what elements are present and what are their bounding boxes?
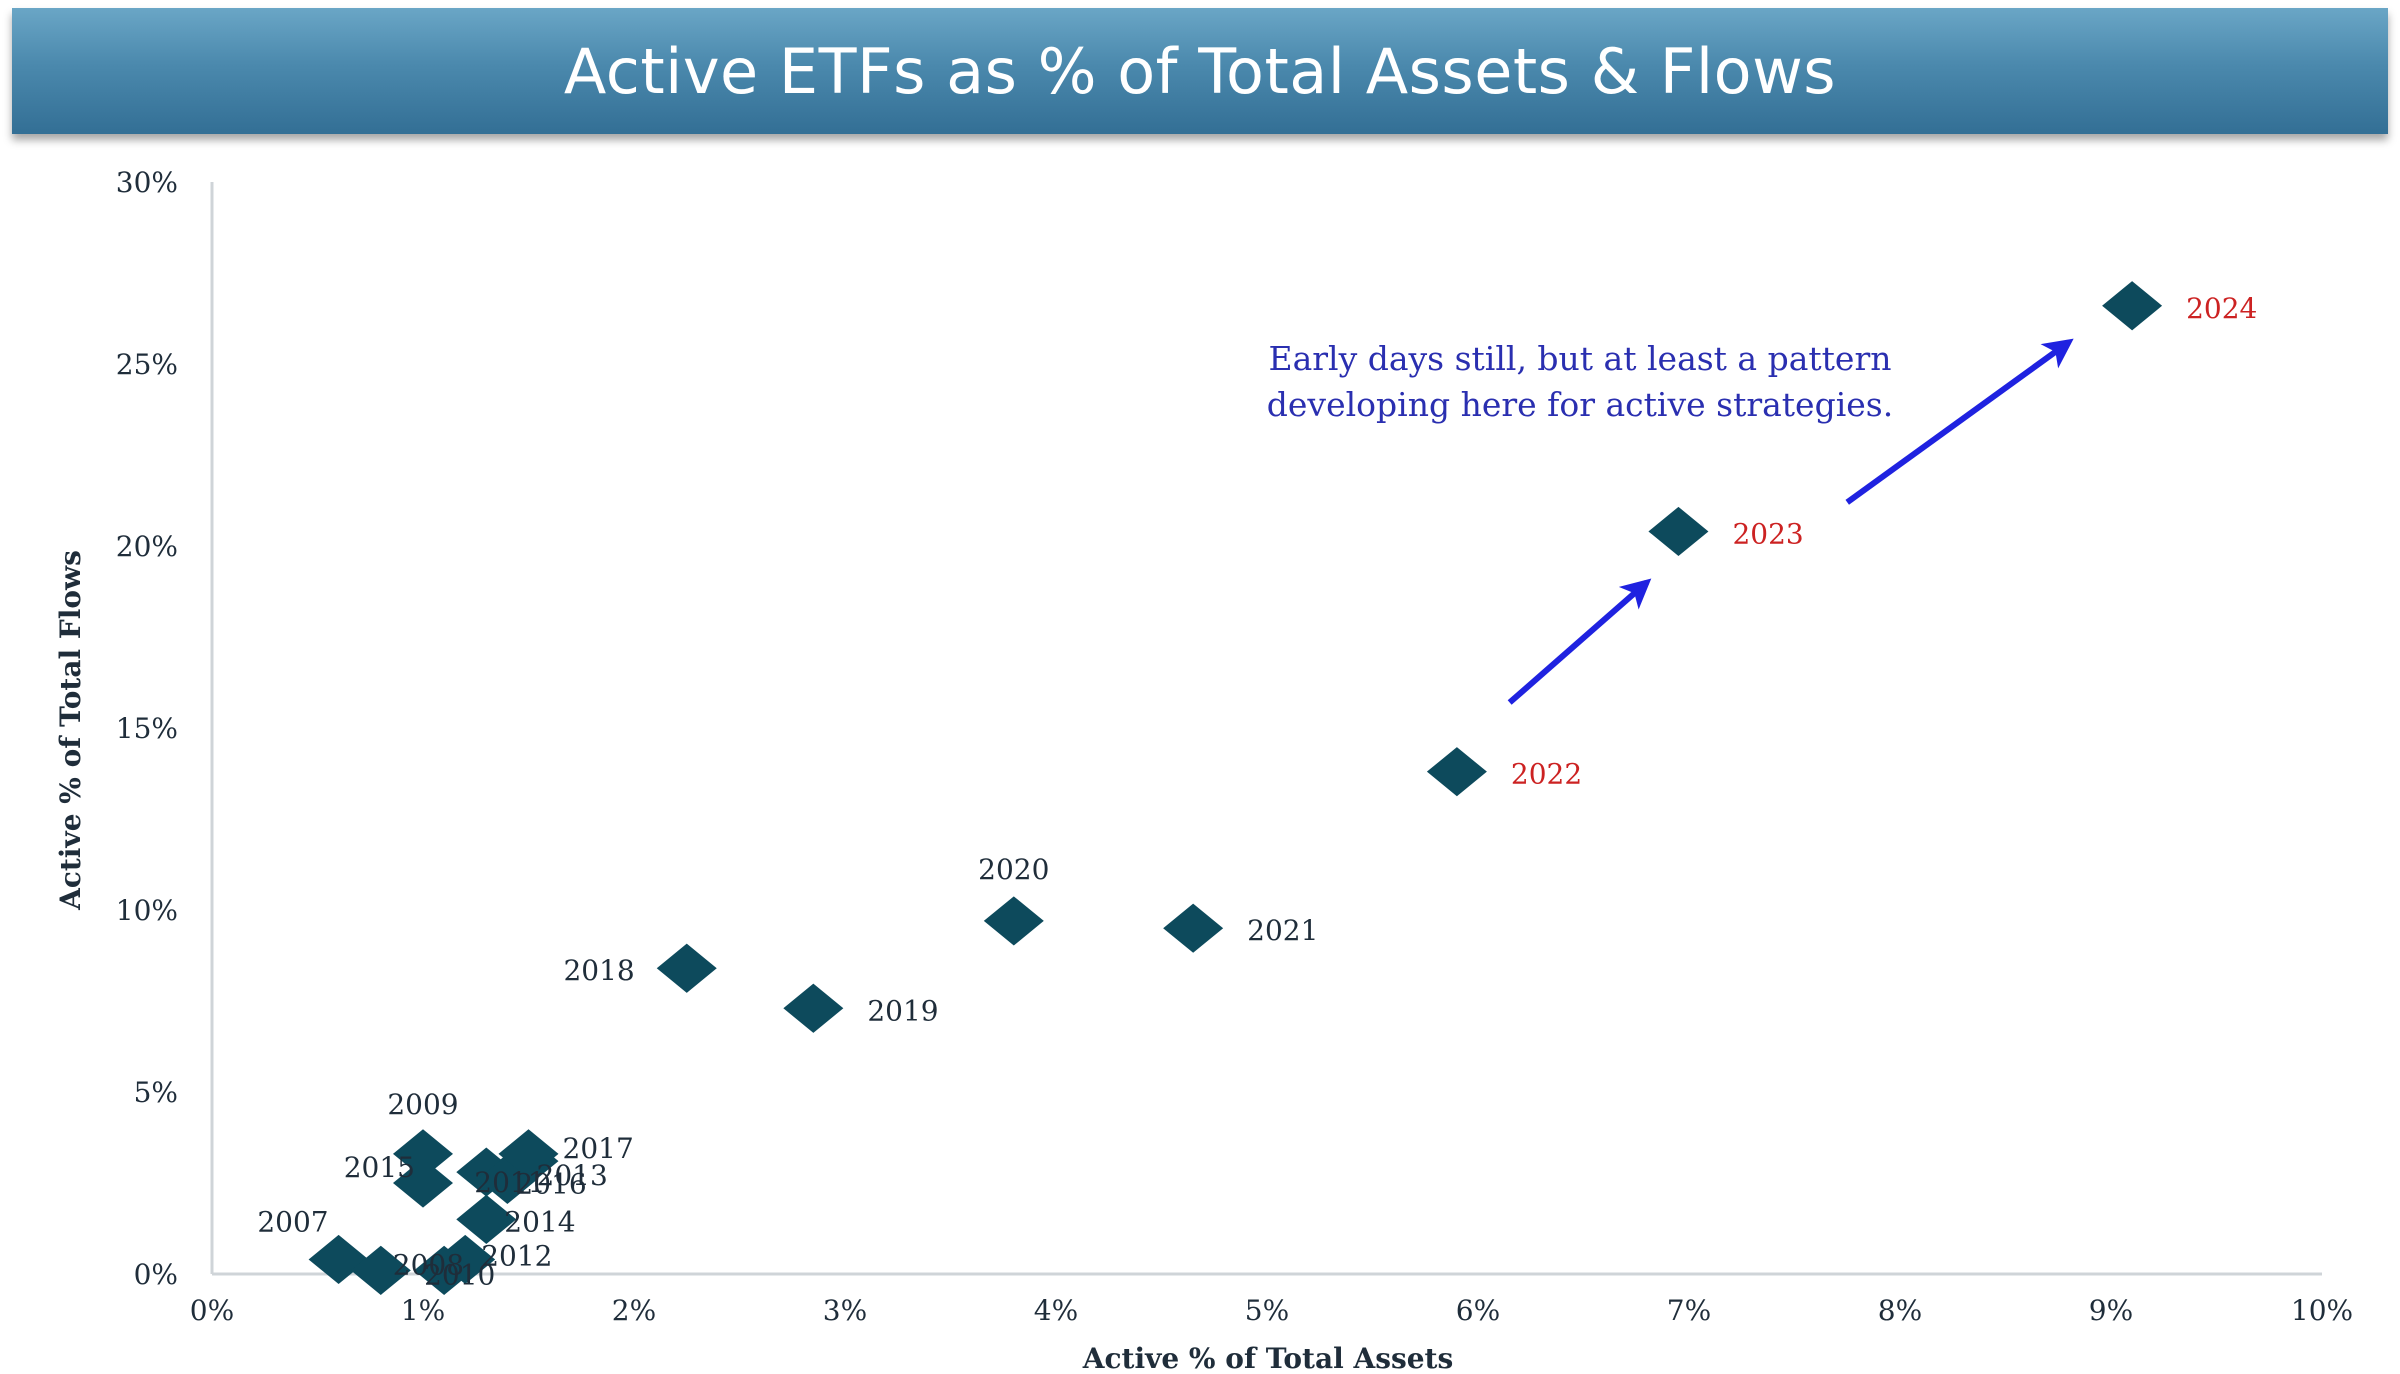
- x-tick-label: 2%: [612, 1294, 656, 1327]
- data-points: [308, 281, 2163, 1295]
- data-point-2012: [435, 1234, 496, 1285]
- point-label-2012: 2012: [481, 1239, 552, 1272]
- x-axis-title: Active % of Total Assets: [1082, 1342, 1454, 1374]
- x-tick-label: 4%: [1034, 1294, 1078, 1327]
- tick-labels: 0% 1% 2% 3% 4% 5% 6% 7% 8% 9% 10% 0% 5% 10% 15% 20% 25% 3…: [116, 166, 2353, 1327]
- data-point-2018: [656, 943, 717, 993]
- y-tick-label: 10%: [116, 894, 178, 927]
- x-tick-label: 3%: [823, 1294, 867, 1327]
- point-labels: 2007 2008 2009 2010 2011 2012 2013 2014 2015 2016…: [257, 292, 2257, 1292]
- point-label-2020: 2020: [978, 853, 1049, 886]
- data-point-2015: [393, 1158, 453, 1208]
- title-banner: Active ETFs as % of Total Assets & Flows: [12, 8, 2388, 134]
- point-label-2023: 2023: [1732, 517, 1803, 550]
- x-tick-label: 1%: [401, 1294, 445, 1327]
- point-label-2007: 2007: [257, 1205, 328, 1238]
- x-tick-label: 10%: [2291, 1294, 2353, 1327]
- data-point-2017: [498, 1129, 559, 1179]
- point-label-2011: 2011: [474, 1166, 545, 1199]
- point-label-2024: 2024: [2186, 292, 2257, 325]
- trend-arrow-1: [1507, 578, 1652, 705]
- data-point-2014: [456, 1194, 517, 1244]
- y-tick-label: 5%: [134, 1076, 178, 1109]
- point-label-2013: 2013: [537, 1159, 608, 1192]
- data-point-2024: [2102, 281, 2163, 331]
- data-point-2020: [983, 896, 1044, 946]
- point-label-2016: 2016: [515, 1167, 586, 1200]
- point-label-2018: 2018: [563, 954, 634, 987]
- x-tick-label: 0%: [190, 1294, 234, 1327]
- data-point-2008: [350, 1245, 411, 1295]
- point-label-2021: 2021: [1247, 914, 1318, 947]
- x-tick-label: 8%: [1878, 1294, 1922, 1327]
- x-tick-label: 9%: [2089, 1294, 2133, 1327]
- y-tick-label: 15%: [116, 712, 178, 745]
- data-point-2022: [1426, 747, 1487, 797]
- trend-arrow-2: [1845, 338, 2074, 505]
- data-point-2023: [1648, 506, 1709, 557]
- point-label-2019: 2019: [867, 994, 938, 1027]
- point-label-2014: 2014: [504, 1205, 575, 1238]
- y-tick-label: 0%: [134, 1258, 178, 1291]
- data-point-2021: [1163, 903, 1224, 953]
- annotation-line-2: developing here for active strategies.: [1267, 385, 1893, 424]
- chart-axes: [210, 182, 2322, 1276]
- point-label-2017: 2017: [563, 1132, 634, 1165]
- x-tick-label: 6%: [1456, 1294, 1500, 1327]
- point-label-2015: 2015: [344, 1151, 415, 1184]
- data-point-2009: [393, 1129, 453, 1179]
- annotation-line-1: Early days still, but at least a pattern: [1269, 339, 1892, 378]
- trend-arrows: [1507, 338, 2074, 705]
- point-label-2010: 2010: [424, 1258, 495, 1291]
- x-tick-label: 5%: [1245, 1294, 1289, 1327]
- y-axis-title: Active % of Total Flows: [54, 550, 87, 911]
- point-label-2008: 2008: [393, 1248, 464, 1281]
- chart-title: Active ETFs as % of Total Assets & Flows: [563, 34, 1837, 108]
- point-label-2022: 2022: [1511, 758, 1582, 791]
- y-tick-label: 30%: [116, 166, 178, 199]
- y-tick-label: 25%: [116, 348, 178, 381]
- data-point-2019: [783, 983, 844, 1033]
- x-tick-label: 7%: [1667, 1294, 1711, 1327]
- point-label-2009: 2009: [387, 1088, 458, 1121]
- y-tick-label: 20%: [116, 530, 178, 563]
